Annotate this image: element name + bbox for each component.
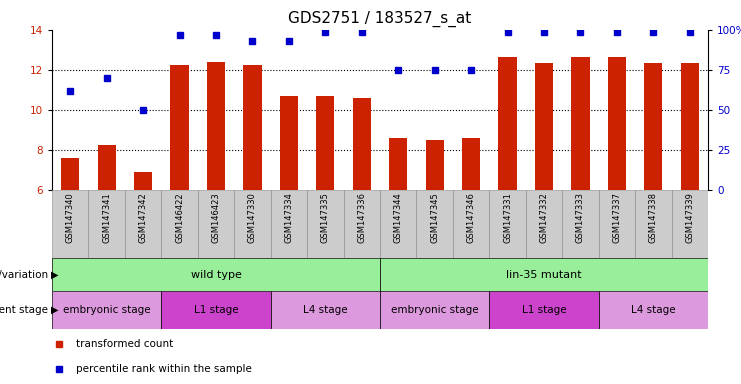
Text: GSM147339: GSM147339 — [685, 192, 694, 243]
Text: L1 stage: L1 stage — [193, 305, 239, 315]
Bar — [207, 62, 225, 190]
Text: GSM147340: GSM147340 — [66, 192, 75, 243]
Text: GSM147334: GSM147334 — [285, 192, 293, 243]
FancyBboxPatch shape — [562, 190, 599, 258]
Text: GSM147337: GSM147337 — [612, 192, 622, 243]
FancyBboxPatch shape — [162, 190, 198, 258]
FancyBboxPatch shape — [198, 190, 234, 258]
Bar — [608, 57, 626, 190]
Bar — [425, 140, 444, 190]
Bar — [462, 138, 480, 190]
Bar — [535, 63, 553, 190]
FancyBboxPatch shape — [380, 258, 708, 291]
Bar — [243, 65, 262, 190]
Text: GSM147332: GSM147332 — [539, 192, 548, 243]
Text: GSM147342: GSM147342 — [139, 192, 147, 243]
Text: percentile rank within the sample: percentile rank within the sample — [76, 364, 252, 374]
FancyBboxPatch shape — [270, 291, 380, 329]
Text: ▶: ▶ — [51, 305, 59, 315]
FancyBboxPatch shape — [671, 190, 708, 258]
Text: GSM147341: GSM147341 — [102, 192, 111, 243]
FancyBboxPatch shape — [489, 190, 526, 258]
FancyBboxPatch shape — [344, 190, 380, 258]
FancyBboxPatch shape — [380, 291, 489, 329]
Text: lin-35 mutant: lin-35 mutant — [506, 270, 582, 280]
Text: genotype/variation: genotype/variation — [0, 270, 48, 280]
FancyBboxPatch shape — [88, 190, 125, 258]
FancyBboxPatch shape — [234, 190, 270, 258]
FancyBboxPatch shape — [52, 258, 380, 291]
FancyBboxPatch shape — [125, 190, 162, 258]
Bar — [571, 57, 590, 190]
Text: GSM146423: GSM146423 — [211, 192, 221, 243]
Text: L4 stage: L4 stage — [303, 305, 348, 315]
Title: GDS2751 / 183527_s_at: GDS2751 / 183527_s_at — [288, 11, 471, 27]
FancyBboxPatch shape — [489, 291, 599, 329]
FancyBboxPatch shape — [270, 190, 307, 258]
Bar — [499, 57, 516, 190]
FancyBboxPatch shape — [380, 190, 416, 258]
Bar — [389, 138, 408, 190]
Text: GSM147344: GSM147344 — [393, 192, 402, 243]
FancyBboxPatch shape — [599, 291, 708, 329]
Bar — [134, 172, 152, 190]
FancyBboxPatch shape — [52, 190, 88, 258]
Text: GSM147336: GSM147336 — [357, 192, 366, 243]
Bar — [681, 63, 699, 190]
FancyBboxPatch shape — [453, 190, 489, 258]
FancyBboxPatch shape — [526, 190, 562, 258]
Bar — [644, 63, 662, 190]
Text: GSM147330: GSM147330 — [248, 192, 257, 243]
Text: embryonic stage: embryonic stage — [63, 305, 150, 315]
FancyBboxPatch shape — [162, 291, 270, 329]
Text: GSM147338: GSM147338 — [649, 192, 658, 243]
Text: embryonic stage: embryonic stage — [391, 305, 479, 315]
Text: wild type: wild type — [190, 270, 242, 280]
Bar — [316, 96, 334, 190]
Text: GSM146422: GSM146422 — [175, 192, 184, 243]
FancyBboxPatch shape — [52, 291, 162, 329]
FancyBboxPatch shape — [635, 190, 671, 258]
Bar — [170, 65, 189, 190]
FancyBboxPatch shape — [599, 190, 635, 258]
Text: GSM147346: GSM147346 — [467, 192, 476, 243]
Bar — [353, 98, 371, 190]
FancyBboxPatch shape — [416, 190, 453, 258]
Text: GSM147335: GSM147335 — [321, 192, 330, 243]
FancyBboxPatch shape — [307, 190, 344, 258]
Bar — [61, 158, 79, 190]
Bar — [98, 145, 116, 190]
Bar — [280, 96, 298, 190]
Text: L4 stage: L4 stage — [631, 305, 676, 315]
Text: GSM147333: GSM147333 — [576, 192, 585, 243]
Text: GSM147345: GSM147345 — [431, 192, 439, 243]
Text: ▶: ▶ — [51, 270, 59, 280]
Text: transformed count: transformed count — [76, 339, 173, 349]
Text: L1 stage: L1 stage — [522, 305, 566, 315]
Text: development stage: development stage — [0, 305, 48, 315]
Text: GSM147331: GSM147331 — [503, 192, 512, 243]
